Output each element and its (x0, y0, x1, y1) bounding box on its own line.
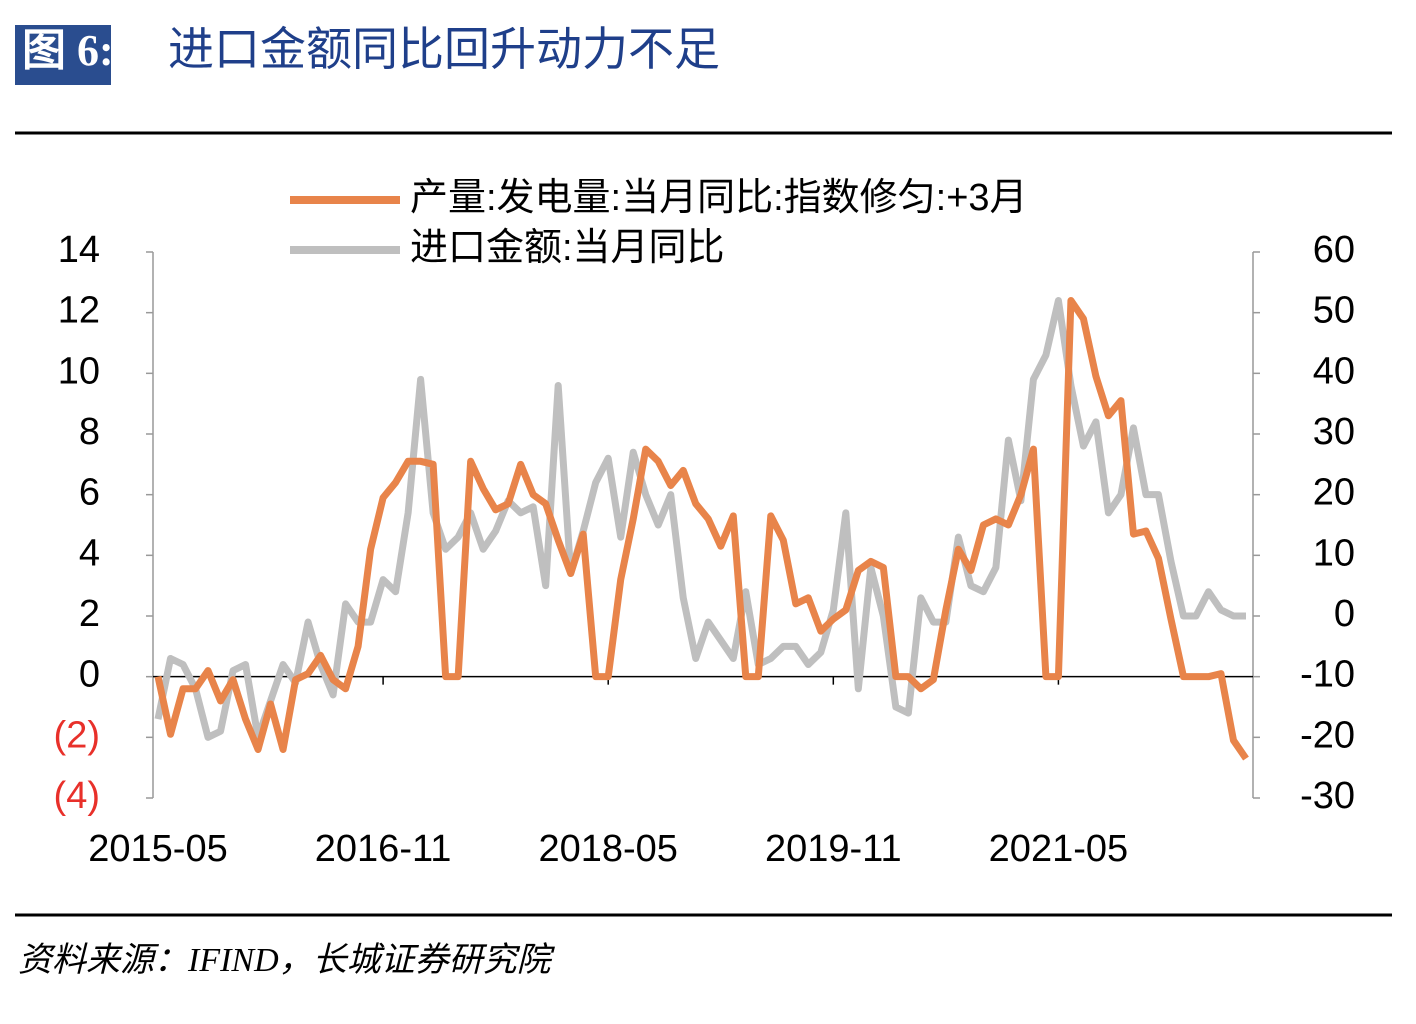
y-tick-label: 6 (79, 472, 100, 514)
x-tick-label: 2016-11 (315, 828, 452, 870)
y2-tick-label: 30 (1313, 411, 1355, 453)
legend-label: 产量:发电量:当月同比:指数修匀:+3月 (410, 177, 1028, 219)
y-tick-label: 8 (79, 411, 100, 453)
y-tick-label: 4 (79, 532, 100, 574)
x-tick-label: 2018-05 (538, 828, 677, 870)
y2-tick-label: 10 (1313, 532, 1355, 574)
label-box (15, 25, 111, 85)
x-tick-label: 2019-11 (765, 828, 902, 870)
y2-tick-label: 50 (1313, 290, 1355, 332)
y2-tick-label: 20 (1313, 472, 1355, 514)
legend-label: 进口金额:当月同比 (410, 227, 725, 269)
y-tick-label: 2 (79, 593, 100, 635)
x-tick-label: 2021-05 (989, 828, 1128, 870)
y2-tick-label: -20 (1300, 714, 1355, 756)
y-tick-label: 12 (58, 290, 100, 332)
y-tick-label: (4) (54, 775, 100, 817)
y2-tick-label: -30 (1300, 775, 1355, 817)
series-line (154, 297, 1249, 761)
y2-tick-label: 60 (1313, 229, 1355, 271)
y-tick-label: 0 (79, 654, 100, 696)
y2-tick-label: 40 (1313, 350, 1355, 392)
figure-label: 图 6: (22, 26, 114, 75)
series-line (154, 297, 1246, 741)
y-tick-label: 10 (58, 350, 100, 392)
source-note: 资料来源：IFIND，长城证券研究院 (18, 942, 556, 979)
y-tick-label: 14 (58, 229, 100, 271)
figure-title: 进口金额同比回升动力不足 (168, 22, 720, 76)
y-tick-label: (2) (54, 714, 100, 756)
y2-tick-label: 0 (1334, 593, 1355, 635)
x-tick-label: 2015-05 (88, 828, 227, 870)
y2-tick-label: -10 (1300, 654, 1355, 696)
